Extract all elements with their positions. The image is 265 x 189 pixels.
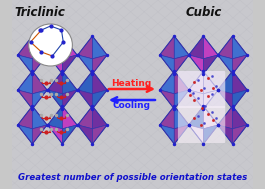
Polygon shape (160, 71, 174, 94)
Polygon shape (48, 106, 62, 129)
Text: Triclinic: Triclinic (14, 5, 65, 19)
Polygon shape (62, 90, 77, 109)
Polygon shape (232, 90, 247, 109)
Polygon shape (218, 125, 232, 144)
Polygon shape (160, 55, 174, 74)
Polygon shape (48, 125, 62, 144)
Polygon shape (174, 125, 189, 144)
Polygon shape (218, 71, 232, 94)
Polygon shape (62, 106, 77, 129)
Polygon shape (174, 71, 189, 94)
Polygon shape (160, 106, 174, 129)
Polygon shape (218, 36, 232, 59)
Polygon shape (204, 71, 218, 94)
Polygon shape (160, 125, 174, 144)
Polygon shape (232, 36, 247, 59)
Polygon shape (32, 36, 47, 59)
Polygon shape (160, 90, 174, 109)
Polygon shape (78, 36, 92, 59)
Polygon shape (218, 90, 232, 109)
Polygon shape (92, 125, 107, 144)
Polygon shape (32, 71, 47, 94)
Polygon shape (18, 71, 32, 94)
Polygon shape (78, 71, 92, 94)
Polygon shape (18, 106, 32, 129)
Polygon shape (78, 90, 92, 109)
Polygon shape (48, 90, 62, 109)
Polygon shape (174, 55, 189, 74)
Polygon shape (62, 55, 77, 74)
Polygon shape (204, 55, 218, 74)
Polygon shape (62, 71, 77, 94)
Polygon shape (232, 125, 247, 144)
Polygon shape (18, 36, 32, 59)
Polygon shape (18, 55, 32, 74)
Polygon shape (92, 71, 107, 94)
Polygon shape (62, 125, 77, 144)
Polygon shape (232, 106, 247, 129)
Polygon shape (92, 106, 107, 129)
Polygon shape (78, 125, 92, 144)
Polygon shape (189, 55, 204, 74)
Polygon shape (48, 36, 62, 59)
Polygon shape (232, 71, 247, 94)
Polygon shape (204, 125, 218, 144)
Polygon shape (32, 90, 47, 109)
FancyBboxPatch shape (178, 106, 225, 143)
Polygon shape (92, 55, 107, 74)
Polygon shape (218, 55, 232, 74)
Polygon shape (48, 71, 62, 94)
FancyBboxPatch shape (178, 71, 225, 108)
Polygon shape (48, 55, 62, 74)
Ellipse shape (29, 24, 72, 66)
Polygon shape (32, 125, 47, 144)
Polygon shape (232, 55, 247, 74)
Polygon shape (160, 36, 174, 59)
Polygon shape (18, 125, 32, 144)
Text: Greatest number of possible orientation states: Greatest number of possible orientation … (18, 173, 247, 181)
Polygon shape (218, 106, 232, 129)
Polygon shape (204, 36, 218, 59)
Polygon shape (18, 90, 32, 109)
Polygon shape (174, 36, 189, 59)
Text: Cubic: Cubic (185, 5, 222, 19)
Polygon shape (174, 106, 189, 129)
Polygon shape (189, 106, 204, 129)
Polygon shape (189, 36, 204, 59)
Polygon shape (204, 106, 218, 129)
Polygon shape (78, 106, 92, 129)
Polygon shape (204, 90, 218, 109)
Polygon shape (32, 106, 47, 129)
Polygon shape (32, 55, 47, 74)
Polygon shape (174, 90, 189, 109)
Text: Heating: Heating (111, 80, 152, 88)
Polygon shape (62, 36, 77, 59)
Polygon shape (189, 125, 204, 144)
Polygon shape (189, 90, 204, 109)
Polygon shape (92, 90, 107, 109)
Text: Cooling: Cooling (113, 101, 151, 109)
Polygon shape (78, 55, 92, 74)
Polygon shape (92, 36, 107, 59)
Polygon shape (189, 71, 204, 94)
